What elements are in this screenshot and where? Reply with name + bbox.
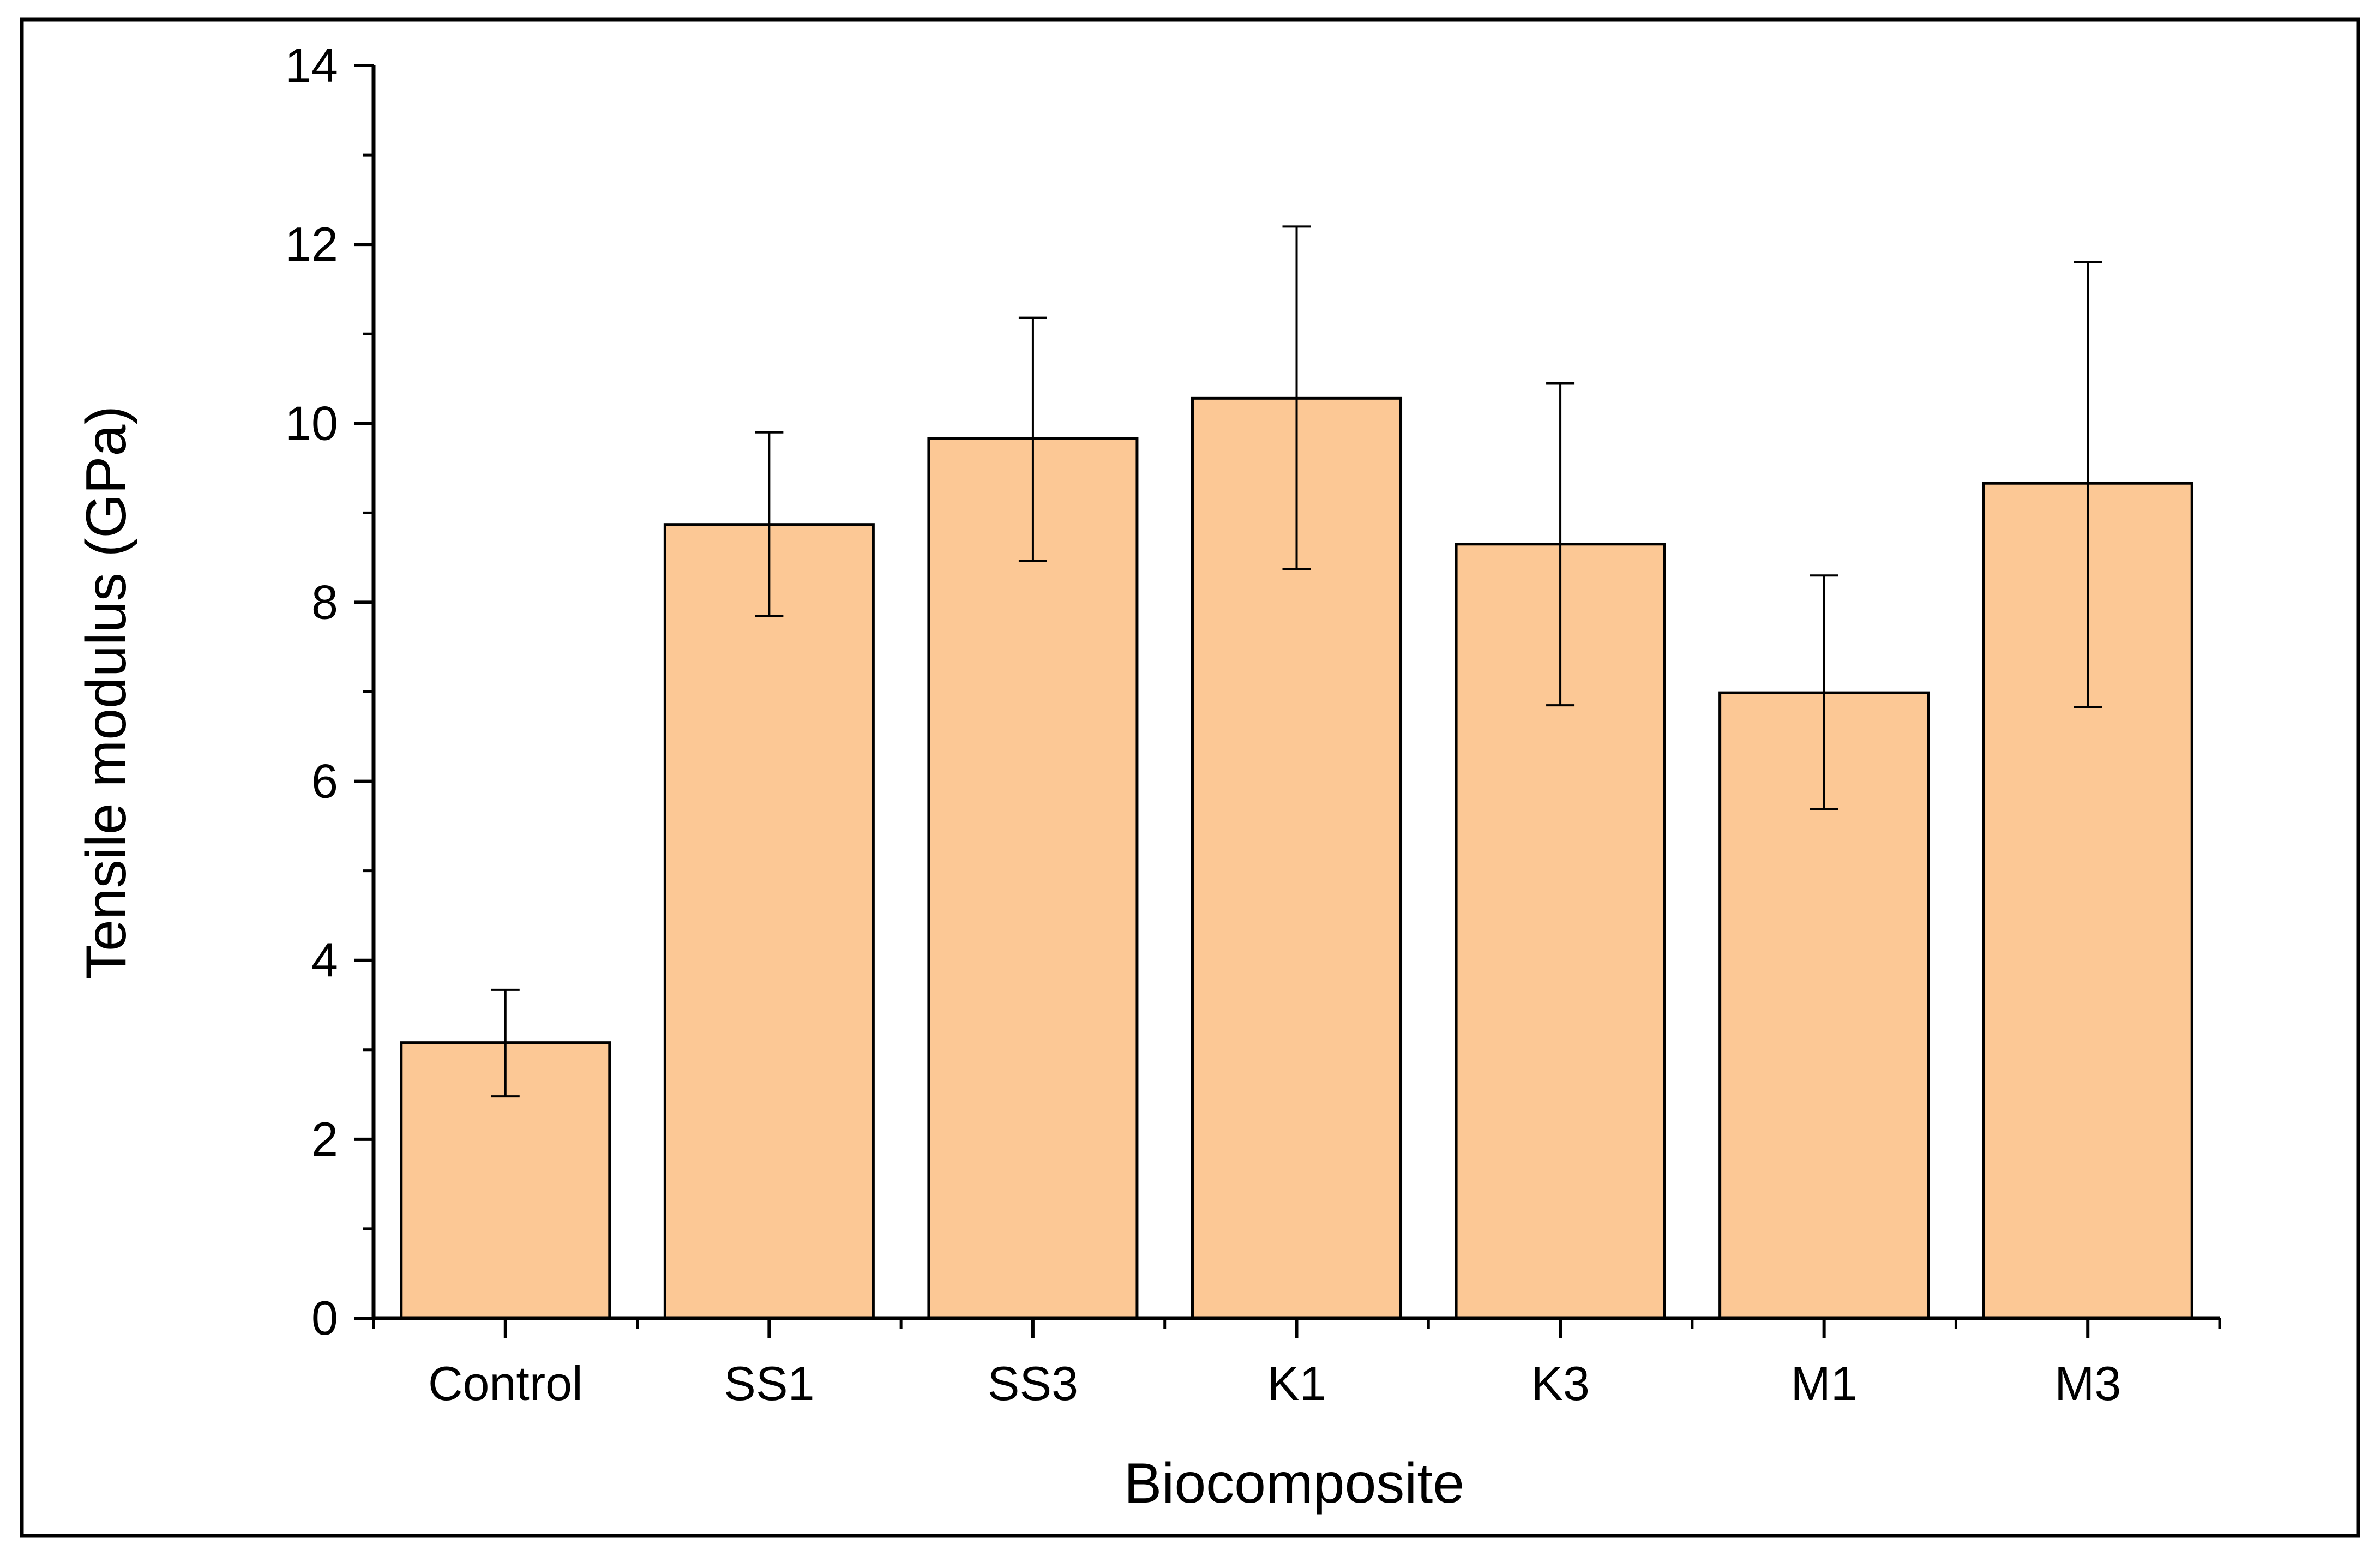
error-bar-m1 [1810, 574, 1838, 810]
x-tick-label-m1: M1 [1791, 1356, 1858, 1410]
error-bar-k1 [1282, 225, 1311, 570]
y-tick-label: 6 [311, 754, 338, 808]
x-tick-label-control: Control [428, 1356, 583, 1410]
x-tick-label-k3: K3 [1531, 1356, 1590, 1410]
error-bar-control [491, 988, 520, 1098]
y-tick-label: 14 [285, 38, 338, 92]
errorbars-layer [491, 225, 2102, 1098]
error-bar-m3 [2074, 261, 2102, 708]
y-tick-label: 4 [311, 933, 338, 987]
ticks-layer: 0 2 4 6 8 10 12 14 Control SS1 SS3 K1 K3 M1 M3 [285, 38, 2221, 1410]
y-axis-title: Tensile modulus (GPa) [75, 406, 138, 980]
y-tick-label: 10 [285, 396, 338, 450]
error-bar-ss3 [1018, 316, 1047, 562]
y-tick-label: 12 [285, 217, 338, 271]
error-bar-ss1 [755, 431, 784, 617]
figure-border [20, 17, 2360, 1538]
y-tick-label: 0 [311, 1291, 338, 1345]
y-tick-label: 8 [311, 575, 338, 629]
x-tick-label-ss3: SS3 [988, 1356, 1078, 1410]
error-bar-k3 [1546, 382, 1575, 707]
x-tick-label-k1: K1 [1267, 1356, 1326, 1410]
x-tick-label-ss1: SS1 [724, 1356, 814, 1410]
bar-ss3 [927, 437, 1139, 1320]
x-axis-title: Biocomposite [1124, 1452, 1464, 1515]
y-tick-label: 2 [311, 1112, 338, 1166]
bar-ss1 [663, 523, 875, 1320]
x-tick-label-m3: M3 [2054, 1356, 2121, 1410]
